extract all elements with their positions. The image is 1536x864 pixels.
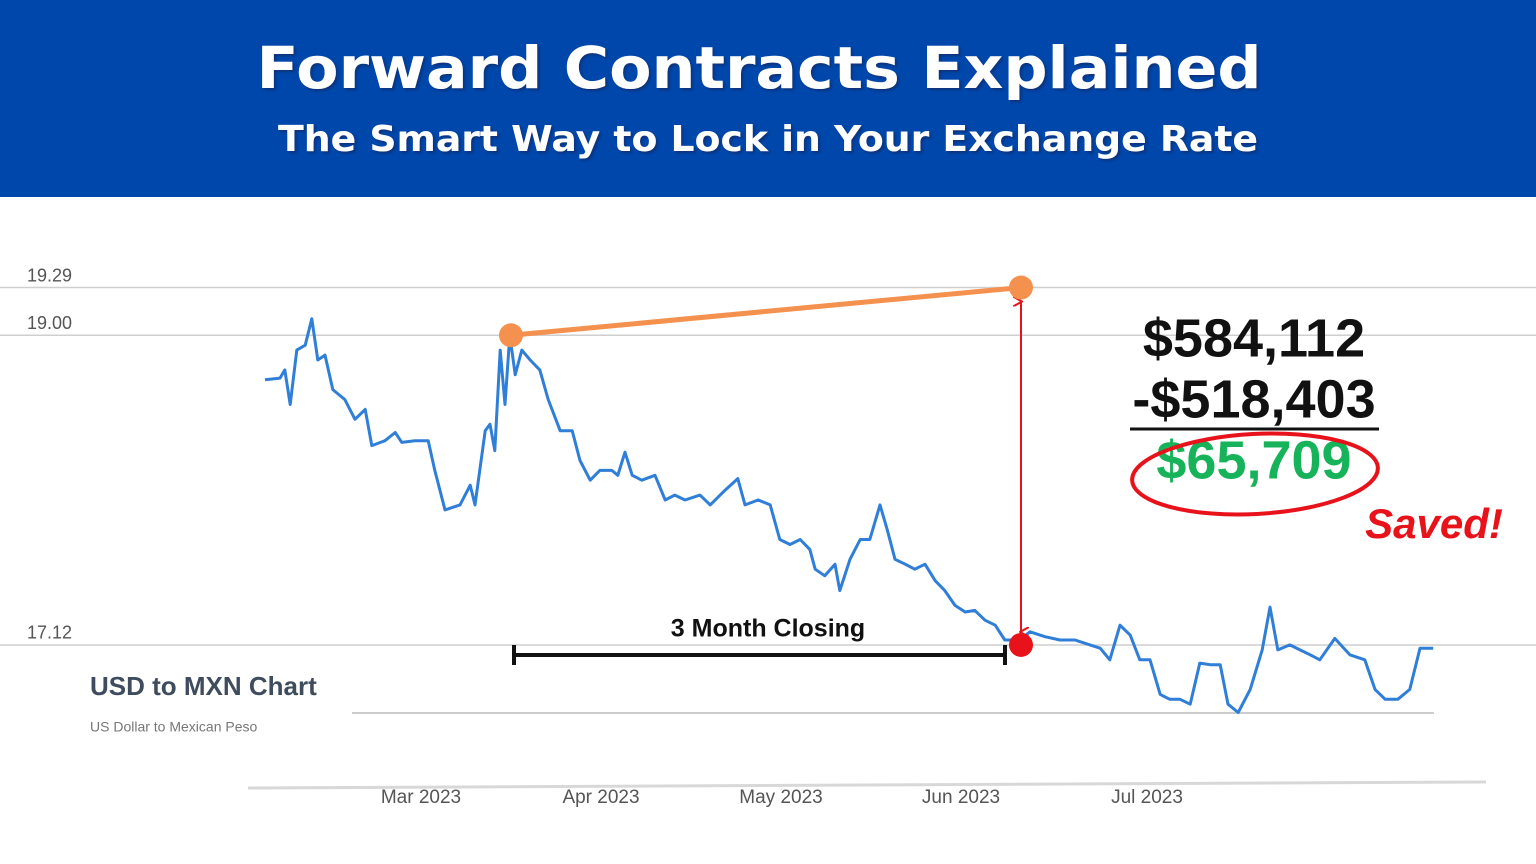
savings-circle <box>1130 431 1380 517</box>
spot-cost: -$518,403 <box>1132 369 1375 429</box>
x-tick-label: Mar 2023 <box>381 787 461 808</box>
price-line <box>264 317 1434 714</box>
closing-bracket <box>512 645 1007 665</box>
y-tick-label: 19.29 <box>27 265 72 285</box>
header-band <box>0 0 1536 197</box>
y-tick-label: 19.00 <box>27 313 72 333</box>
savings: $65,709 <box>1156 430 1351 490</box>
forward-cost: $584,112 <box>1143 308 1365 368</box>
header-title: Forward Contracts Explained <box>257 34 1262 102</box>
x-tick-label: May 2023 <box>739 787 822 808</box>
x-axis-line <box>247 780 1487 790</box>
plot: 19.29 19.00 17.12 Mar 2023 Apr 2023 May 2023 J… <box>0 265 1536 808</box>
rate-marker <box>1009 632 1033 657</box>
rate-marker <box>499 323 523 348</box>
forward-connector <box>510 285 1022 338</box>
chart-label-box <box>88 660 350 750</box>
x-tick-label: Jul 2023 <box>1111 787 1183 808</box>
header-subtitle: The Smart Way to Lock in Your Exchange R… <box>278 119 1258 160</box>
chart-subtitle: US Dollar to Mexican Peso <box>90 719 258 735</box>
x-tick-label: Jun 2023 <box>922 787 1000 808</box>
y-tick-label: 17.12 <box>27 623 72 643</box>
rate-marker <box>1009 275 1033 300</box>
x-tick-label: Apr 2023 <box>562 787 639 808</box>
closing-label: 3 Month Closing <box>671 615 865 643</box>
chart-title: USD to MXN Chart <box>90 671 317 701</box>
savings-note: Saved! <box>1365 500 1503 547</box>
